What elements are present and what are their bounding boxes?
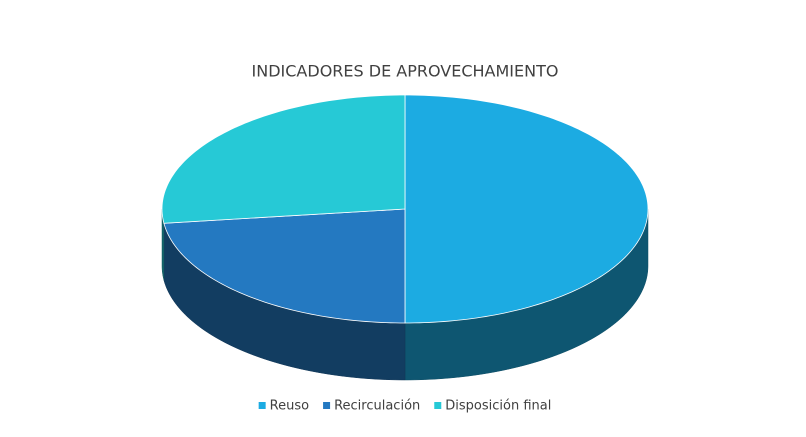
pie-slice [163,208,406,324]
legend-swatch [434,402,442,409]
legend-label: Disposición final [445,399,551,414]
legend-swatch [258,402,266,409]
legend: Reuso Recirculación Disposición final [258,399,551,414]
pie-slice [161,94,406,224]
legend-label: Recirculación [334,399,420,414]
legend-swatch [323,402,331,409]
legend-label: Reuso [270,399,309,414]
chart-title: INDICADORES DE APROVECHAMIENTO [252,62,559,81]
pie-slice [404,94,649,324]
